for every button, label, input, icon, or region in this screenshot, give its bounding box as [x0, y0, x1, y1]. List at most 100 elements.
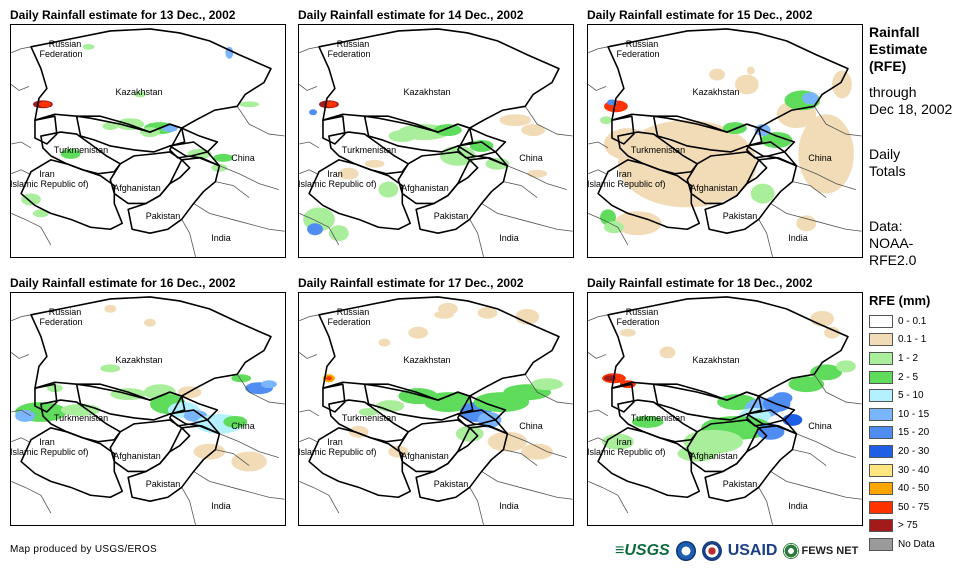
country-border — [415, 425, 509, 502]
rainfall-patch — [231, 451, 267, 472]
legend-swatch — [869, 370, 893, 384]
coastline-or-border — [11, 481, 52, 514]
coastline-or-border — [215, 181, 250, 198]
coastline-or-border — [813, 374, 862, 405]
country-border — [308, 159, 412, 231]
rainfall-patch — [21, 193, 41, 206]
coastline-or-border — [469, 487, 484, 525]
rainfall-patch — [408, 326, 429, 339]
coastline-or-border — [219, 165, 279, 190]
side-title-line-3: (RFE) — [869, 58, 907, 74]
rainfall-patch — [424, 392, 472, 412]
country-border — [597, 159, 701, 231]
map-label-pakistan: Pakistan — [145, 479, 181, 489]
map-label-afghanistan: Afghanistan — [113, 183, 161, 193]
country-border — [617, 399, 699, 443]
rainfall-map-svg — [11, 28, 285, 257]
coastline-or-border — [588, 213, 629, 246]
legend-label: 30 - 40 — [898, 464, 930, 476]
rainfall-patch — [477, 411, 502, 428]
rainfall-patch — [613, 211, 662, 236]
rainfall-patch — [100, 364, 121, 373]
country-border — [746, 409, 798, 435]
legend-swatch — [869, 314, 893, 328]
rainfall-map-svg — [588, 296, 862, 525]
coastline-or-border — [299, 141, 320, 149]
coastline-or-border — [813, 106, 862, 137]
map-label-india: India — [211, 233, 231, 243]
side-through-line-2: Dec 18, 2002 — [869, 101, 953, 117]
side-totals-line-2: Totals — [869, 163, 906, 179]
rainfall-patch — [324, 101, 337, 108]
legend-swatch — [869, 482, 893, 496]
coastline-or-border — [299, 84, 318, 91]
rainfall-patch — [836, 360, 856, 373]
country-border — [617, 131, 699, 175]
country-border — [34, 383, 58, 413]
country-border — [746, 395, 796, 427]
coastline-or-border — [11, 169, 30, 175]
coastline-or-border — [11, 352, 30, 359]
map-label-turkmenistan: Turkmenistan — [53, 413, 109, 423]
legend-item: 0 - 0.1 — [869, 312, 935, 331]
map-label-russia-1: Russian — [625, 39, 659, 49]
coastline-or-border — [11, 409, 32, 417]
map-label-russia-1: Russian — [336, 39, 370, 49]
legend-item: 20 - 30 — [869, 442, 935, 461]
rainfall-patch — [600, 209, 616, 226]
coastline-or-border — [11, 141, 32, 149]
map-label-pakistan: Pakistan — [722, 479, 758, 489]
side-title-line-1: Rainfall — [869, 24, 920, 40]
country-border — [457, 127, 507, 159]
legend-label: 15 - 20 — [898, 427, 930, 439]
map-label-kazakhstan: Kazakhstan — [403, 87, 451, 97]
rainfall-patch — [709, 68, 725, 81]
rainfall-patch — [239, 101, 260, 108]
legend-label: No Data — [898, 538, 935, 550]
country-border — [169, 141, 221, 167]
map-label-kazakhstan: Kazakhstan — [403, 355, 451, 365]
map-label-pakistan: Pakistan — [145, 211, 181, 221]
coastline-or-border — [758, 487, 773, 525]
map-label-afghanistan: Afghanistan — [401, 451, 449, 461]
rainfall-patch — [487, 431, 528, 452]
legend-item: 5 - 10 — [869, 386, 935, 405]
legend-swatch — [869, 519, 893, 533]
rainfall-map-svg — [299, 28, 573, 257]
map-label-pakistan: Pakistan — [722, 211, 758, 221]
rainfall-map-svg — [299, 296, 573, 525]
map-label-iran-1: Iran — [327, 437, 343, 447]
map-label-china: China — [231, 421, 255, 431]
rainfall-patch — [60, 148, 81, 159]
rainfall-patch — [144, 318, 156, 327]
legend-swatch — [869, 537, 893, 551]
rainfall-patch — [796, 215, 817, 232]
fews-net-logo: FEWS NET — [783, 543, 858, 559]
map-label-afghanistan: Afghanistan — [113, 451, 161, 461]
legend-item: 1 - 2 — [869, 349, 935, 368]
map-label-iran-1: Iran — [39, 169, 55, 179]
country-border — [397, 151, 479, 205]
country-border — [322, 115, 346, 145]
rainfall-patch — [760, 132, 793, 148]
rainfall-patch — [213, 153, 234, 162]
side-data-line-2: NOAA- — [869, 235, 914, 251]
coastline-or-border — [796, 165, 856, 190]
rainfall-patch — [802, 92, 819, 105]
country-border — [34, 115, 58, 145]
rainfall-patch — [102, 122, 119, 131]
coastline-or-border — [11, 314, 32, 322]
coastline-or-border — [181, 219, 196, 257]
map-label-afghanistan: Afghanistan — [401, 183, 449, 193]
rainfall-patch — [328, 225, 349, 242]
country-border — [169, 395, 219, 427]
rainfall-patch — [619, 328, 636, 337]
coastline-or-border — [481, 203, 573, 232]
rainfall-patch — [134, 91, 147, 98]
country-border — [169, 409, 221, 435]
map-label-russia-2: Federation — [616, 317, 660, 327]
rainfall-patch — [338, 167, 359, 180]
coastline-or-border — [481, 471, 573, 500]
legend-label: 40 - 50 — [898, 483, 930, 495]
country-border — [597, 427, 701, 499]
